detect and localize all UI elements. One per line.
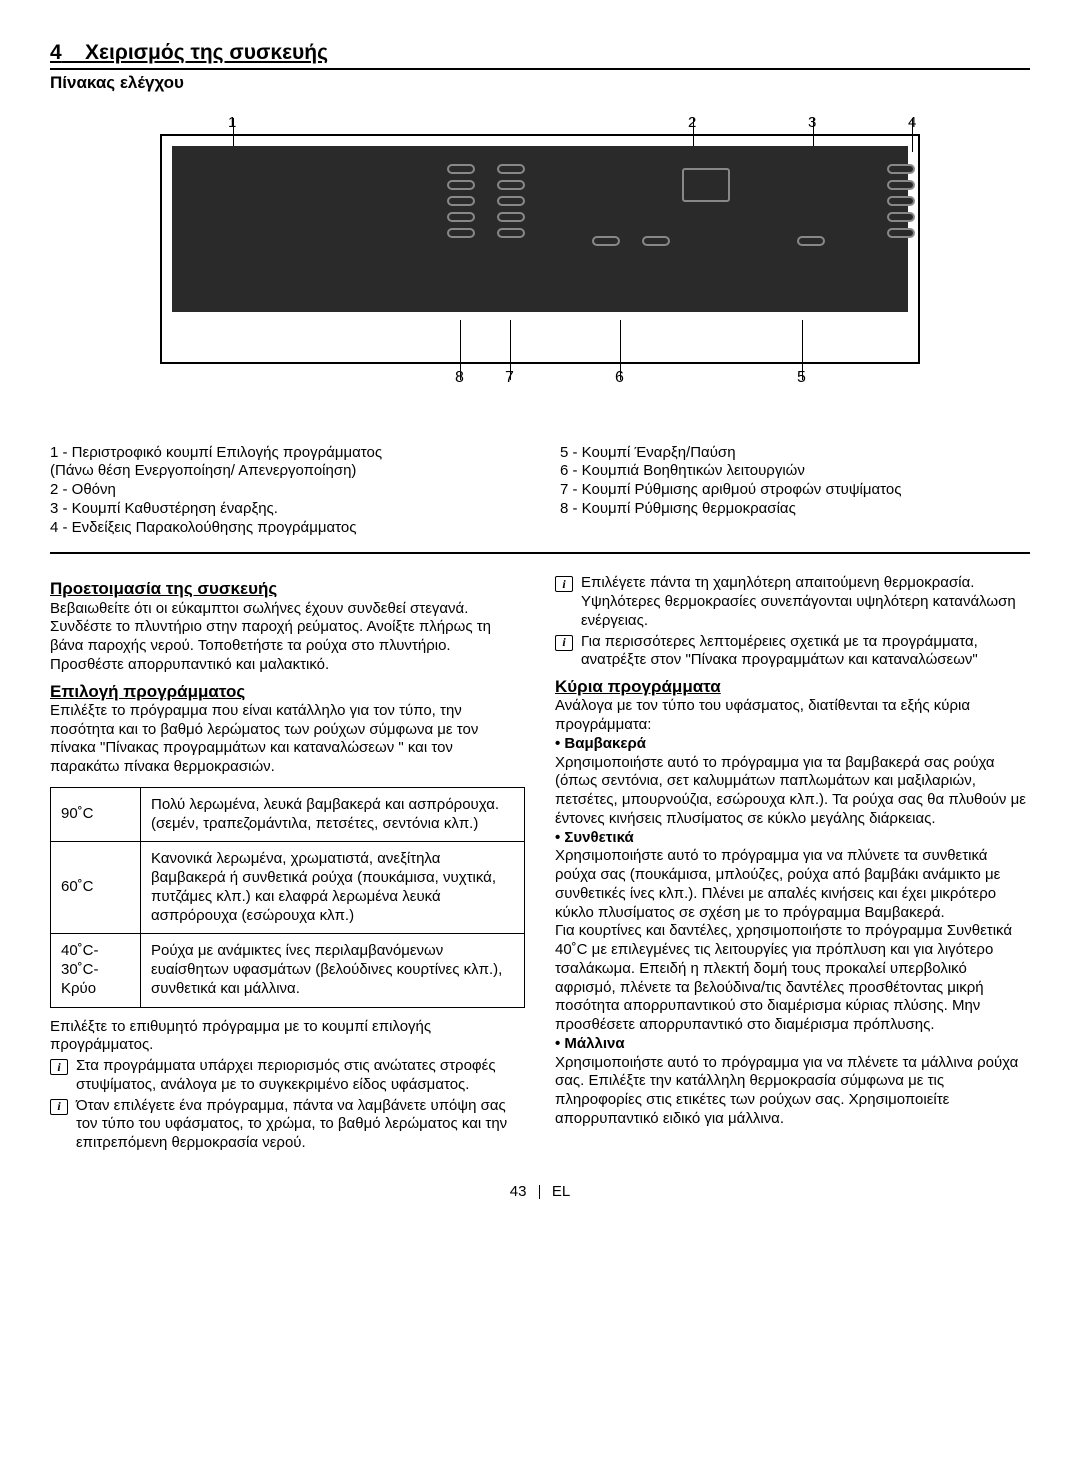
display-window (682, 168, 730, 202)
temp-cell: 90˚C (51, 787, 141, 842)
table-row: 40˚C- 30˚C- Κρύο Ρούχα με ανάμικτες ίνες… (51, 934, 525, 1007)
led-column-f (887, 164, 915, 238)
info-icon: i (50, 1059, 68, 1075)
wool-text: Χρησιμοποιήστε αυτό το πρόγραμμα για να … (555, 1054, 1030, 1129)
legend-item: 4 - Ενδείξεις Παρακολούθησης προγράμματο… (50, 519, 520, 538)
section-header: 4 Χειρισμός της συσκευής (50, 40, 1030, 70)
control-panel-diagram: 1 2 3 4 (50, 114, 1030, 364)
legend-right: 5 - Κουμπί Έναρξη/Παύση 6 - Κουμπιά Βοηθ… (560, 444, 1030, 538)
divider (50, 552, 1030, 554)
page-lang: EL (552, 1183, 570, 1200)
legend-item: 3 - Κουμπί Καθυστέρηση έναρξης. (50, 500, 520, 519)
panel-dark-area (172, 146, 908, 312)
info-icon: i (50, 1099, 68, 1115)
led-column-b (497, 164, 525, 238)
info-note: i Στα προγράμματα υπάρχει περιορισμός στ… (50, 1057, 525, 1095)
wool-title: • Μάλλινα (555, 1035, 1030, 1054)
table-row: 90˚C Πολύ λερωμένα, λευκά βαμβακερά και … (51, 787, 525, 842)
right-column: i Επιλέγετε πάντα τη χαμηλότερη απαιτούμ… (555, 572, 1030, 1153)
info-note: i Όταν επιλέγετε ένα πρόγραμμα, πάντα να… (50, 1097, 525, 1153)
legend-left: 1 - Περιστροφικό κουμπί Επιλογής προγράμ… (50, 444, 520, 538)
desc-cell: Πολύ λερωμένα, λευκά βαμβακερά και ασπρό… (141, 787, 525, 842)
section-number: 4 (50, 41, 62, 64)
info-icon: i (555, 576, 573, 592)
temperature-table: 90˚C Πολύ λερωμένα, λευκά βαμβακερά και … (50, 787, 525, 1008)
legend-item: 7 - Κουμπί Ρύθμισης αριθμού στροφών στυψ… (560, 481, 1030, 500)
table-row: 60˚C Κανονικά λερωμένα, χρωματιστά, ανεξ… (51, 842, 525, 934)
synth-text: Χρησιμοποιήστε αυτό το πρόγραμμα για να … (555, 847, 1030, 1035)
led-column-a (447, 164, 475, 238)
legend-item: 1 - Περιστροφικό κουμπί Επιλογής προγράμ… (50, 444, 520, 463)
led-column-c (592, 236, 620, 246)
temp-cell: 60˚C (51, 842, 141, 934)
info-note: i Για περισσότερες λεπτομέρειες σχετικά … (555, 633, 1030, 671)
page-number: 43 (510, 1183, 527, 1200)
cotton-text: Χρησιμοποιήστε αυτό το πρόγραμμα για τα … (555, 754, 1030, 829)
legend-item: 6 - Κουμπιά Βοηθητικών λειτουργιών (560, 462, 1030, 481)
main-programs-intro: Ανάλογα με τον τύπο του υφάσματος, διατί… (555, 697, 1030, 735)
led-column-d (642, 236, 670, 246)
left-column: Προετοιμασία της συσκευής Βεβαιωθείτε ότ… (50, 572, 525, 1153)
led-single-e (797, 236, 825, 246)
prep-title: Προετοιμασία της συσκευής (50, 578, 525, 599)
cotton-title: • Βαμβακερά (555, 735, 1030, 754)
content-columns: Προετοιμασία της συσκευής Βεβαιωθείτε ότ… (50, 572, 1030, 1153)
diagram-label-6: 6 (615, 368, 624, 388)
after-table-text: Επιλέξτε το επιθυμητό πρόγραμμα με το κο… (50, 1018, 525, 1056)
section-title-text: Χειρισμός της συσκευής (85, 41, 328, 64)
temp-cell: 40˚C- 30˚C- Κρύο (51, 934, 141, 1007)
section-title: 4 Χειρισμός της συσκευής (50, 40, 1030, 68)
diagram-label-7: 7 (505, 368, 514, 388)
info-text: Επιλέγετε πάντα τη χαμηλότερη απαιτούμεν… (581, 574, 1030, 630)
legend: 1 - Περιστροφικό κουμπί Επιλογής προγράμ… (50, 444, 1030, 538)
legend-item: (Πάνω θέση Ενεργοποίηση/ Απενεργοποίηση) (50, 462, 520, 481)
main-programs-title: Κύρια προγράμματα (555, 676, 1030, 697)
diagram-label-8: 8 (455, 368, 464, 388)
legend-item: 8 - Κουμπί Ρύθμισης θερμοκρασίας (560, 500, 1030, 519)
synth-title: • Συνθετικά (555, 829, 1030, 848)
info-note: i Επιλέγετε πάντα τη χαμηλότερη απαιτούμ… (555, 574, 1030, 630)
panel-outline (160, 134, 920, 364)
prog-text: Επιλέξτε το πρόγραμμα που είναι κατάλληλ… (50, 702, 525, 777)
prog-title: Επιλογή προγράμματος (50, 681, 525, 702)
info-text: Στα προγράμματα υπάρχει περιορισμός στις… (76, 1057, 525, 1095)
section-subtitle: Πίνακας ελέγχου (50, 72, 1030, 93)
info-text: Όταν επιλέγετε ένα πρόγραμμα, πάντα να λ… (76, 1097, 525, 1153)
diagram-label-5: 5 (797, 368, 806, 388)
desc-cell: Ρούχα με ανάμικτες ίνες περιλαμβανόμενων… (141, 934, 525, 1007)
legend-item: 2 - Οθόνη (50, 481, 520, 500)
page-footer: 43 EL (50, 1183, 1030, 1202)
legend-item: 5 - Κουμπί Έναρξη/Παύση (560, 444, 1030, 463)
info-text: Για περισσότερες λεπτομέρειες σχετικά με… (581, 633, 1030, 671)
prep-text: Βεβαιωθείτε ότι οι εύκαμπτοι σωλήνες έχο… (50, 600, 525, 675)
info-icon: i (555, 635, 573, 651)
desc-cell: Κανονικά λερωμένα, χρωματιστά, ανεξίτηλα… (141, 842, 525, 934)
